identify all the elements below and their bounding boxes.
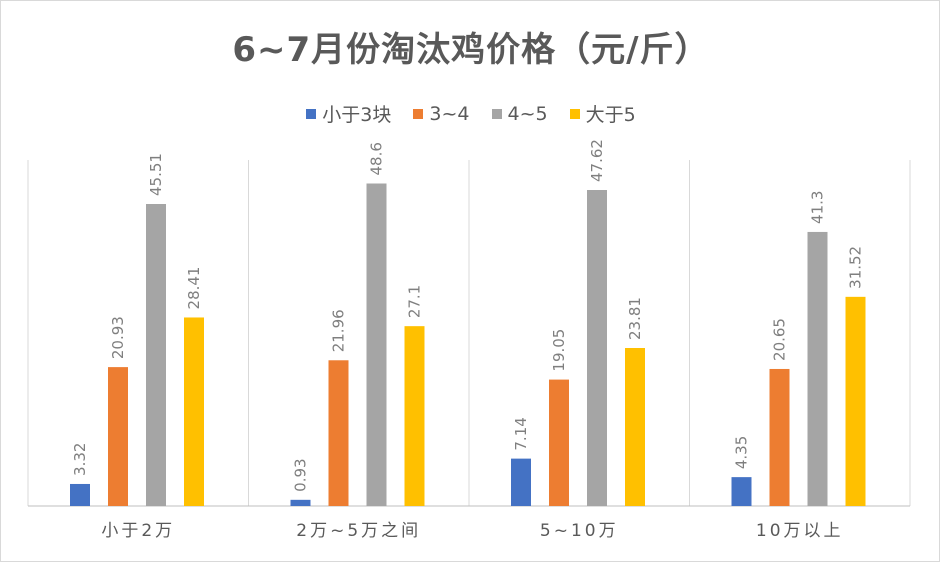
bar <box>625 348 645 506</box>
data-label: 3.32 <box>71 443 89 476</box>
bar <box>587 190 607 506</box>
legend-item: 4~5 <box>491 100 548 127</box>
legend-item: 小于3块 <box>306 100 391 127</box>
bar <box>366 183 387 506</box>
data-label: 23.81 <box>626 297 644 340</box>
legend-swatch <box>413 108 424 119</box>
legend-item: 3~4 <box>413 100 470 127</box>
data-label: 31.52 <box>847 246 865 289</box>
bar <box>807 231 828 507</box>
data-label: 48.6 <box>368 142 386 175</box>
bar <box>731 477 752 506</box>
bar <box>328 360 349 506</box>
data-label: 19.05 <box>550 329 568 372</box>
legend-label: 大于5 <box>585 104 636 126</box>
data-label: 21.96 <box>330 309 348 352</box>
data-label: 7.14 <box>512 417 530 450</box>
x-tick-label: 5~10万 <box>540 521 619 541</box>
bar <box>184 317 204 506</box>
bar <box>70 483 90 506</box>
x-tick-label: 10万以上 <box>756 521 844 541</box>
chart-legend: 小于3块 3~4 4~5 大于5 <box>0 100 942 127</box>
bar <box>549 379 569 506</box>
data-label: 45.51 <box>147 153 165 196</box>
legend-swatch <box>569 108 580 119</box>
legend-label: 小于3块 <box>322 104 392 126</box>
legend-label: 4~5 <box>507 102 548 125</box>
bar <box>108 367 128 506</box>
legend-swatch <box>306 108 317 119</box>
chart-title: 6~7月份淘汰鸡价格（元/斤） <box>232 30 710 70</box>
bar <box>404 326 425 506</box>
legend-item: 大于5 <box>569 100 636 127</box>
data-label: 28.41 <box>185 267 203 310</box>
data-label: 20.93 <box>109 316 127 359</box>
data-label: 4.35 <box>733 436 751 469</box>
legend-label: 3~4 <box>429 102 470 125</box>
bar <box>511 458 531 506</box>
data-label: 27.1 <box>406 285 424 318</box>
x-tick-label: 2万~5万之间 <box>296 521 421 541</box>
data-label: 47.62 <box>588 139 606 182</box>
data-label: 20.65 <box>771 318 789 361</box>
bar <box>769 368 790 506</box>
bar <box>290 499 311 506</box>
legend-swatch <box>491 108 502 119</box>
data-label: 41.3 <box>809 191 827 224</box>
data-label: 0.93 <box>292 458 310 491</box>
bar <box>146 204 166 506</box>
x-tick-label: 小于2万 <box>101 521 175 541</box>
bar <box>845 296 866 506</box>
